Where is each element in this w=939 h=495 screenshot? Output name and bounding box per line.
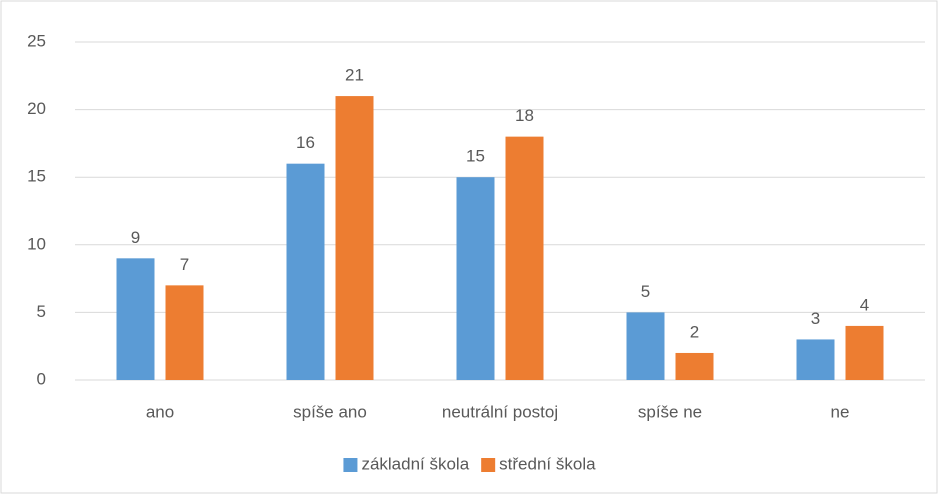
legend-swatch — [343, 458, 358, 472]
legend-swatch — [481, 458, 496, 472]
legend-label: základní škola — [361, 454, 469, 473]
y-tick-label: 20 — [27, 99, 46, 118]
bar — [456, 177, 495, 380]
x-tick-label: ne — [831, 402, 850, 421]
bar — [675, 352, 714, 380]
bar — [165, 285, 204, 380]
bar — [335, 96, 374, 380]
bar — [505, 136, 544, 380]
data-label: 9 — [131, 228, 140, 247]
data-label: 5 — [641, 282, 650, 301]
x-tick-label: neutrální postoj — [442, 402, 558, 421]
data-label: 3 — [811, 309, 820, 328]
data-label: 16 — [296, 133, 315, 152]
bar — [116, 258, 155, 380]
data-label: 18 — [515, 106, 534, 125]
y-tick-label: 0 — [37, 369, 46, 388]
x-tick-label: ano — [146, 402, 174, 421]
data-label: 7 — [180, 255, 189, 274]
y-tick-label: 25 — [27, 31, 46, 50]
data-label: 2 — [690, 322, 699, 341]
data-label: 15 — [466, 147, 485, 166]
y-tick-label: 15 — [27, 167, 46, 186]
bar — [845, 325, 884, 380]
y-tick-label: 5 — [37, 302, 46, 321]
legend-label: střední škola — [499, 454, 596, 473]
bar — [286, 163, 325, 380]
x-tick-label: spíše ano — [293, 402, 367, 421]
data-label: 21 — [345, 66, 364, 85]
y-tick-label: 10 — [27, 234, 46, 253]
x-tick-label: spíše ne — [638, 402, 702, 421]
bar — [626, 312, 665, 380]
data-label: 4 — [860, 295, 869, 314]
bar — [796, 339, 835, 380]
